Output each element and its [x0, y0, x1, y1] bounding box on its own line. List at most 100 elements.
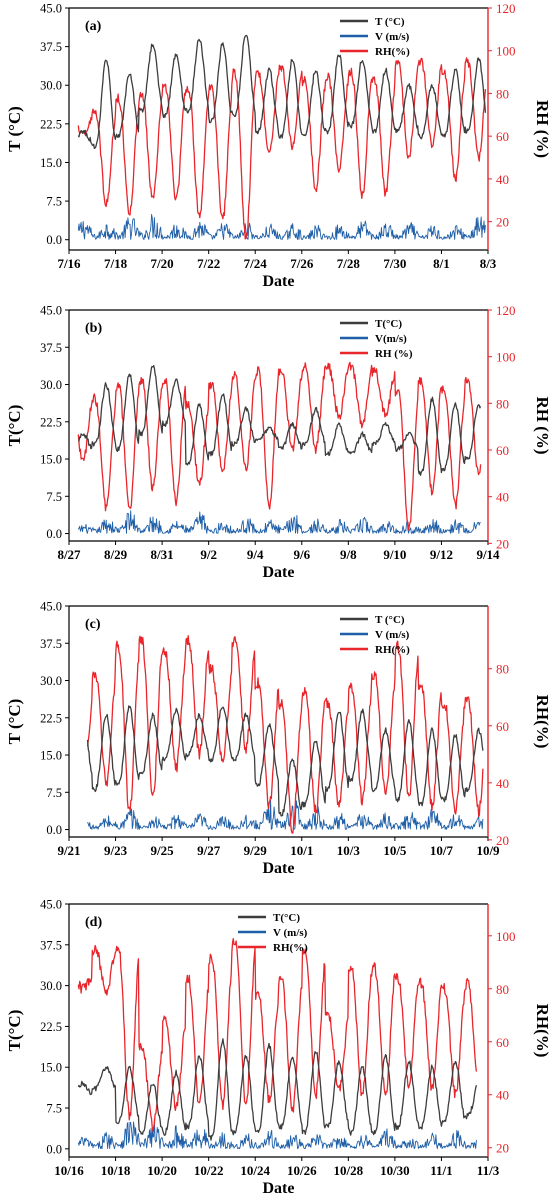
y-left-tick-label: 7.5: [46, 490, 62, 504]
x-tick-label: 9/23: [104, 843, 128, 858]
x-tick-label: 9/2: [200, 547, 217, 562]
x-tick-label: 9/21: [57, 843, 80, 858]
x-axis-title: Date: [263, 273, 295, 290]
y-right-tick-label: 60: [496, 719, 509, 734]
y-left-tick-label: 7.5: [46, 195, 62, 209]
x-tick-label: 9/27: [197, 843, 221, 858]
x-axis-title: Date: [263, 564, 295, 581]
x-tick-label: 7/28: [337, 256, 361, 271]
x-tick-label: 10/18: [101, 1163, 131, 1178]
x-tick-label: 7/18: [104, 256, 128, 271]
x-tick-label: 9/6: [293, 547, 310, 562]
x-tick-label: 9/8: [340, 547, 357, 562]
legend-label: T (°C): [375, 614, 405, 626]
x-tick-label: 10/9: [476, 843, 500, 858]
series-line-wind: [77, 214, 486, 240]
y-axis-right-title: RH (%): [533, 396, 550, 454]
x-tick-label: 10/5: [383, 843, 407, 858]
series-line-temp: [86, 705, 484, 817]
y-right-tick-label: 100: [496, 44, 516, 59]
y-left-tick-label: 15.0: [40, 453, 62, 467]
legend-label: V(m/s): [375, 333, 407, 345]
x-tick-label: 7/24: [244, 256, 268, 271]
y-right-tick-label: 20: [496, 833, 509, 848]
series-line-wind: [77, 1118, 477, 1150]
legend-label: T (°C): [375, 16, 405, 28]
y-left-tick-label: 0.0: [46, 527, 62, 541]
y-right-tick-label: 80: [496, 86, 509, 101]
y-left-tick-label: 22.5: [40, 1020, 62, 1034]
x-tick-label: 8/27: [57, 547, 81, 562]
legend-label: RH(%): [375, 644, 410, 656]
panel-label: (d): [85, 915, 102, 930]
legend-label: V (m/s): [375, 31, 410, 43]
x-tick-label: 7/22: [197, 256, 220, 271]
x-tick-label: 11/3: [477, 1163, 500, 1178]
series-line-rh: [77, 361, 482, 531]
y-left-tick-label: 7.5: [46, 786, 62, 800]
y-left-tick-label: 22.5: [40, 415, 62, 429]
y-left-tick-label: 37.5: [40, 637, 62, 651]
y-left-tick-label: 22.5: [40, 711, 62, 725]
y-left-tick-label: 45.0: [40, 898, 62, 912]
y-right-tick-label: 80: [496, 396, 509, 411]
x-tick-label: 7/20: [151, 256, 174, 271]
y-left-tick-label: 37.5: [40, 938, 62, 952]
x-tick-label: 9/14: [476, 547, 500, 562]
y-left-tick-label: 0.0: [46, 823, 62, 837]
y-left-tick-label: 37.5: [40, 40, 62, 54]
legend-label: V (m/s): [375, 629, 410, 641]
y-left-tick-label: 45.0: [40, 600, 62, 614]
x-tick-label: 8/29: [104, 547, 128, 562]
y-left-tick-label: 30.0: [40, 674, 62, 688]
y-right-tick-label: 20: [496, 215, 509, 230]
chart-panel-c: 9/21 9/23 9/25 9/27 9/29 10/1 10/3 10/5 10/7 10/9…: [5, 600, 550, 878]
x-axis-title: Date: [263, 1180, 295, 1196]
y-right-tick-label: 40: [496, 172, 509, 187]
x-tick-label: 10/7: [430, 843, 454, 858]
panel-label: (a): [85, 19, 102, 34]
x-tick-label: 10/26: [287, 1163, 317, 1178]
y-left-tick-label: 37.5: [40, 341, 62, 355]
y-left-tick-label: 45.0: [40, 304, 62, 318]
y-left-tick-label: 30.0: [40, 378, 62, 392]
y-right-tick-label: 60: [496, 1035, 509, 1050]
x-tick-label: 8/3: [480, 256, 497, 271]
y-left-tick-label: 0.0: [46, 233, 62, 247]
series-line-temp: [77, 34, 487, 150]
y-axis-right-title: RH(%): [533, 695, 550, 749]
y-left-tick-label: 15.0: [40, 156, 62, 170]
x-tick-label: 7/26: [290, 256, 314, 271]
chart-panel-a: 7/16 7/18 7/20 7/22 7/24 7/26 7/28 7/30 8/1 8/3 0.…: [5, 1, 550, 290]
series-line-rh: [86, 635, 484, 834]
x-tick-label: 10/30: [380, 1163, 410, 1178]
y-axis-right-title: RH (%): [533, 100, 550, 158]
y-axis-left-title: T(°C): [5, 405, 24, 447]
y-right-tick-label: 20: [496, 1141, 509, 1156]
y-right-tick-label: 120: [496, 303, 516, 318]
series-line-temp: [77, 1038, 478, 1141]
chart-panel-b: 8/27 8/29 8/31 9/2 9/4 9/6 9/8 9/10 9/12 9/14 0.0 7…: [5, 303, 550, 581]
x-tick-label: 7/16: [57, 256, 81, 271]
y-left-tick-label: 15.0: [40, 749, 62, 763]
series-line-rh: [77, 57, 487, 240]
x-tick-label: 7/30: [383, 256, 406, 271]
legend-label: RH (%): [375, 348, 413, 360]
y-axis-left-title: T (°C): [5, 106, 24, 152]
y-axis-left-title: T(°C): [5, 1010, 24, 1052]
y-right-tick-label: 100: [496, 350, 516, 365]
y-axis-right-title: RH(%): [533, 1004, 550, 1058]
y-left-tick-label: 30.0: [40, 79, 62, 93]
y-right-tick-label: 80: [496, 982, 509, 997]
x-tick-label: 9/25: [151, 843, 175, 858]
y-left-tick-label: 0.0: [46, 1142, 62, 1156]
panel-label: (b): [85, 321, 102, 336]
x-tick-label: 9/10: [383, 547, 406, 562]
series-line-rh: [77, 938, 478, 1132]
y-right-tick-label: 80: [496, 662, 509, 677]
y-right-tick-label: 40: [496, 490, 509, 505]
y-right-tick-label: 20: [496, 536, 509, 551]
legend-label: V (m/s): [273, 927, 308, 939]
x-tick-label: 10/24: [240, 1163, 270, 1178]
